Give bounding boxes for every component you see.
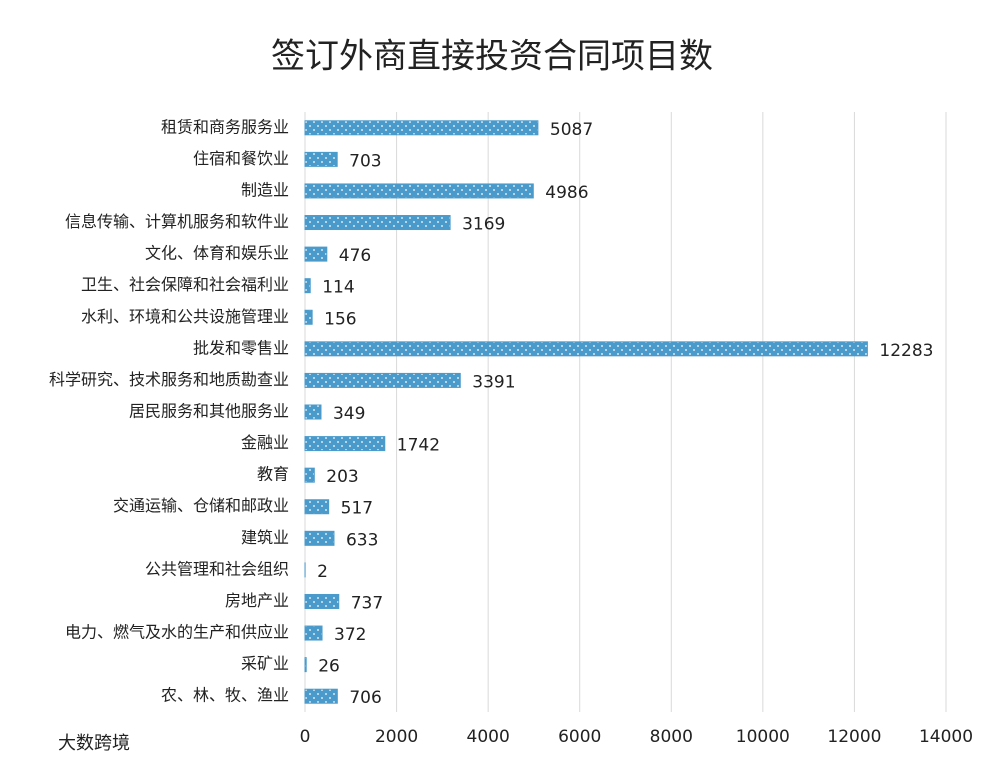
bar bbox=[304, 183, 534, 199]
data-label: 372 bbox=[334, 625, 366, 645]
y-tick-label: 信息传输、计算机服务和软件业 bbox=[65, 212, 289, 231]
chart-title: 签订外商直接投资合同项目数 bbox=[271, 37, 713, 77]
y-tick-label: 居民服务和其他服务业 bbox=[129, 402, 289, 421]
bar bbox=[304, 341, 868, 357]
bar bbox=[304, 278, 311, 294]
bar bbox=[304, 657, 307, 673]
data-label: 12283 bbox=[879, 341, 933, 361]
data-label: 476 bbox=[339, 246, 371, 266]
data-label: 2 bbox=[317, 562, 328, 582]
y-tick-label: 教育 bbox=[257, 465, 289, 484]
data-label: 706 bbox=[349, 688, 381, 708]
y-tick-label: 金融业 bbox=[241, 433, 289, 452]
y-tick-label: 制造业 bbox=[241, 180, 289, 199]
x-tick-label: 6000 bbox=[558, 727, 601, 747]
y-tick-label: 科学研究、技术服务和地质勘查业 bbox=[49, 370, 289, 389]
bar bbox=[304, 625, 323, 641]
y-tick-label: 农、林、牧、渔业 bbox=[161, 686, 289, 705]
data-label: 1742 bbox=[397, 436, 440, 456]
x-tick-label: 8000 bbox=[650, 727, 693, 747]
bar bbox=[304, 372, 461, 388]
y-tick-label: 文化、体育和娱乐业 bbox=[145, 244, 289, 263]
bar bbox=[304, 593, 340, 609]
bar bbox=[304, 309, 313, 325]
watermark: 大数跨境 bbox=[58, 733, 130, 754]
data-label: 26 bbox=[318, 657, 340, 677]
y-tick-label: 住宿和餐饮业 bbox=[193, 149, 289, 168]
y-tick-label: 建筑业 bbox=[241, 528, 289, 547]
x-tick-label: 0 bbox=[300, 727, 311, 747]
y-tick-label: 公共管理和社会组织 bbox=[145, 559, 289, 578]
y-tick-label: 租赁和商务服务业 bbox=[161, 117, 289, 136]
bar bbox=[304, 436, 386, 452]
bar bbox=[304, 530, 335, 546]
bar bbox=[304, 151, 338, 167]
data-label: 633 bbox=[346, 530, 378, 550]
x-tick-label: 12000 bbox=[827, 727, 881, 747]
y-tick-label: 批发和零售业 bbox=[193, 338, 289, 357]
bar bbox=[304, 120, 539, 136]
y-tick-label: 水利、环境和公共设施管理业 bbox=[81, 307, 289, 326]
x-tick-label: 2000 bbox=[375, 727, 418, 747]
y-tick-label: 电力、燃气及水的生产和供应业 bbox=[65, 623, 289, 642]
bar bbox=[304, 499, 330, 515]
bar bbox=[304, 467, 315, 483]
bar bbox=[304, 404, 322, 420]
data-label: 203 bbox=[326, 467, 358, 487]
bar bbox=[304, 688, 338, 704]
data-label: 114 bbox=[322, 278, 354, 298]
x-tick-label: 10000 bbox=[736, 727, 790, 747]
data-label: 349 bbox=[333, 404, 365, 424]
bar bbox=[304, 215, 451, 231]
data-label: 156 bbox=[324, 309, 356, 329]
data-label: 5087 bbox=[550, 120, 593, 140]
bar bbox=[304, 246, 328, 262]
x-tick-label: 14000 bbox=[919, 727, 973, 747]
data-label: 517 bbox=[341, 499, 373, 519]
y-tick-label: 采矿业 bbox=[241, 654, 289, 673]
x-tick-label: 4000 bbox=[467, 727, 510, 747]
data-label: 4986 bbox=[545, 183, 588, 203]
y-tick-label: 卫生、社会保障和社会福利业 bbox=[81, 275, 289, 294]
data-label: 3169 bbox=[462, 215, 505, 235]
data-label: 737 bbox=[351, 593, 383, 613]
y-tick-label: 房地产业 bbox=[225, 591, 289, 610]
data-label: 703 bbox=[349, 151, 381, 171]
y-tick-label: 交通运输、仓储和邮政业 bbox=[113, 496, 289, 515]
data-label: 3391 bbox=[472, 372, 515, 392]
